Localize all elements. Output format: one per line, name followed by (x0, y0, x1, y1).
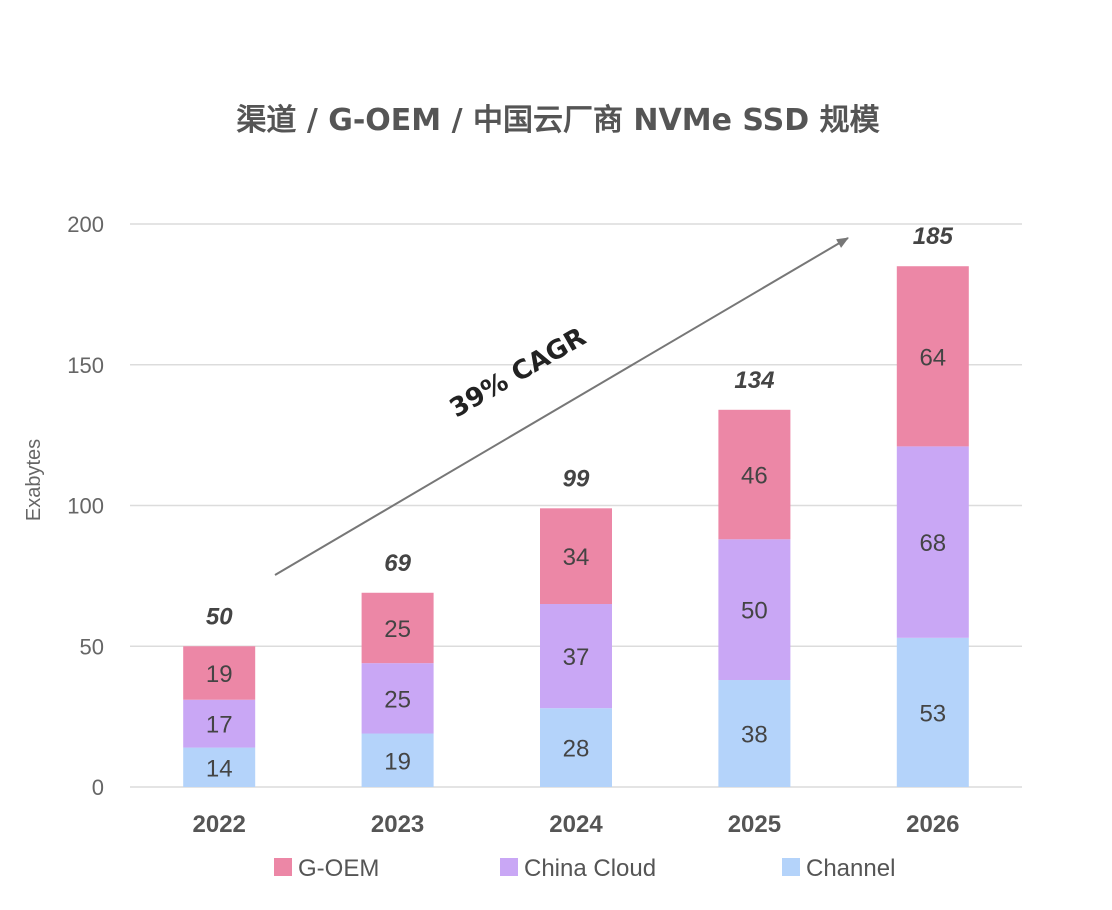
bar-value-label: 46 (741, 463, 768, 490)
bar-segment-china-cloud (183, 699, 256, 748)
bar-segment-g-oem (183, 646, 256, 700)
bar-value-label: 19 (206, 661, 233, 688)
y-tick-label: 100 (67, 494, 104, 519)
bar-value-label: 25 (384, 616, 411, 643)
bar-value-label: 19 (384, 748, 411, 775)
bar-value-label: 64 (919, 344, 946, 371)
bar-value-label: 68 (919, 530, 946, 557)
x-tick-label: 2025 (728, 811, 781, 838)
legend-swatch-china-cloud (500, 858, 518, 876)
bars: 14 17 19 50 19 25 25 69 28 37 34 99 38 50 46 134 53 68 64 1… (183, 223, 969, 787)
bar-value-label: 53 (919, 700, 946, 727)
bar-segment-g-oem (361, 592, 434, 664)
bar-total-label: 134 (734, 367, 774, 394)
bar-segment-g-oem (540, 508, 612, 605)
x-tick-label: 2026 (906, 811, 959, 838)
x-tick-label: 2024 (549, 811, 603, 838)
cagr-annotation: 39% CAGR (445, 322, 592, 424)
legend-label: Channel (806, 855, 895, 882)
bar-segment-channel (718, 680, 791, 787)
bar-value-label: 50 (741, 598, 768, 625)
bar-segment-g-oem (896, 266, 969, 447)
y-axis-ticks: 0 50 100 150 200 (67, 212, 104, 800)
bar-total-label: 185 (913, 223, 954, 250)
bar-total-label: 50 (206, 603, 233, 630)
bar-value-label: 14 (206, 755, 233, 782)
bar-segment-china-cloud (718, 539, 791, 681)
y-tick-label: 50 (80, 634, 104, 659)
bar-segment-china-cloud (540, 604, 612, 709)
bar-value-label: 17 (206, 712, 233, 739)
bar-total-label: 99 (563, 465, 590, 492)
bar-segment-channel (896, 637, 969, 787)
chart-title: 渠道 / G-OEM / 中国云厂商 NVMe SSD 规模 (236, 103, 879, 138)
bar-segment-china-cloud (896, 446, 969, 638)
bar-segment-channel (361, 733, 434, 787)
bar-value-label: 38 (741, 722, 768, 749)
legend: G-OEM China Cloud Channel (274, 855, 895, 882)
legend-label: China Cloud (524, 855, 656, 882)
gridlines (130, 223, 1022, 788)
cagr-arrow (274, 237, 849, 576)
y-tick-label: 150 (67, 353, 104, 378)
x-tick-label: 2022 (193, 811, 246, 838)
bar-segment-china-cloud (361, 663, 434, 734)
legend-swatch-g-oem (274, 858, 292, 876)
legend-label: G-OEM (298, 855, 379, 882)
bar-total-label: 69 (384, 550, 411, 577)
bar-value-label: 28 (563, 736, 590, 763)
bar-segment-channel (183, 747, 256, 787)
bar-value-label: 25 (384, 686, 411, 713)
x-tick-label: 2023 (371, 811, 424, 838)
bar-value-label: 34 (563, 544, 590, 571)
legend-swatch-channel (782, 858, 800, 876)
y-tick-label: 0 (92, 775, 104, 800)
x-axis-ticks: 2022 2023 2024 2025 2026 (193, 811, 960, 838)
y-tick-label: 200 (67, 212, 104, 237)
bar-value-label: 37 (563, 644, 590, 671)
y-axis-label: Exabytes (23, 439, 45, 521)
bar-segment-g-oem (718, 409, 791, 540)
bar-segment-channel (540, 708, 612, 787)
